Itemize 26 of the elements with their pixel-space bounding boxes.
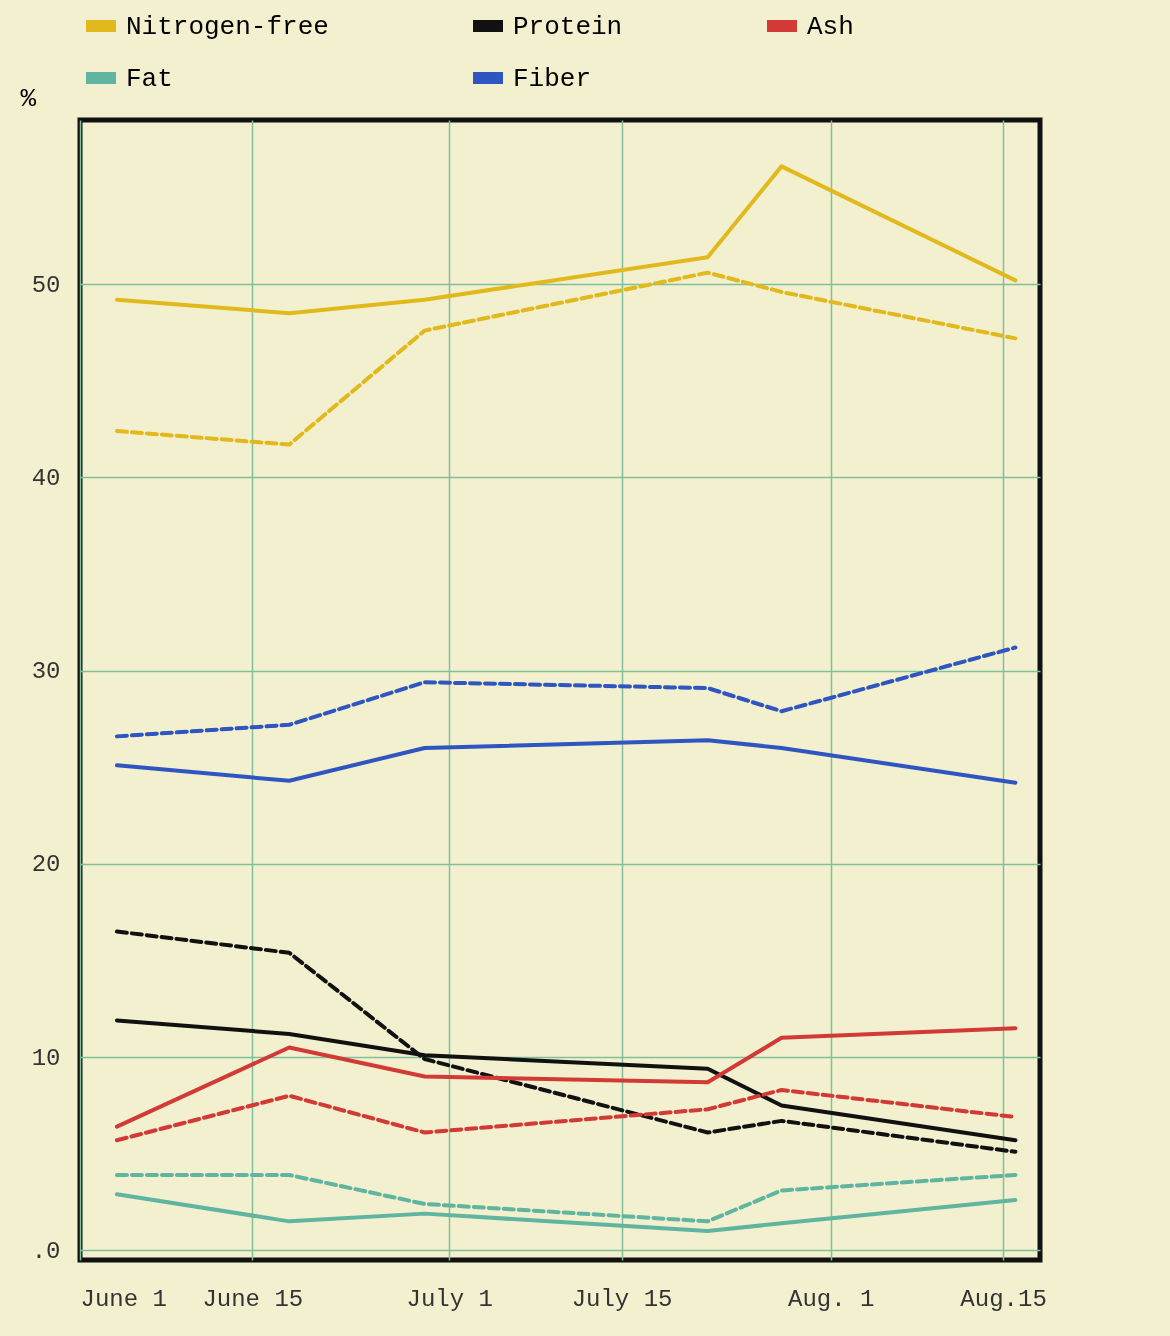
x-tick-label: June 1 [80,1285,167,1313]
y-tick-label: 50 [31,271,61,299]
line-series [114,929,1018,1154]
y-tick-label: 30 [31,658,61,686]
line-series [114,738,1018,785]
line-series [114,1172,1018,1224]
y-axis-title: % [20,83,37,114]
y-tick-label: 10 [31,1044,61,1072]
y-tick-label: 20 [31,851,61,879]
x-tick-label: Aug. 1 [788,1285,875,1313]
legend-label: Ash [807,12,854,42]
legend-label: Nitrogen-free [126,12,329,42]
line-series [114,164,1018,316]
line-series [114,1192,1018,1234]
line-series [114,645,1018,739]
legend-label: Fat [126,64,173,94]
y-tick-label: 40 [31,464,61,492]
line-series [114,270,1018,447]
x-tick-label: June 15 [202,1285,304,1313]
legend-label: Fiber [513,64,592,94]
x-tick-label: Aug.15 [960,1285,1047,1313]
legend-label: Protein [513,12,623,42]
x-tick-label: July 15 [571,1285,673,1313]
y-tick-label: .0 [31,1237,61,1265]
line-series [114,1026,1018,1129]
x-tick-label: July 1 [406,1285,493,1313]
